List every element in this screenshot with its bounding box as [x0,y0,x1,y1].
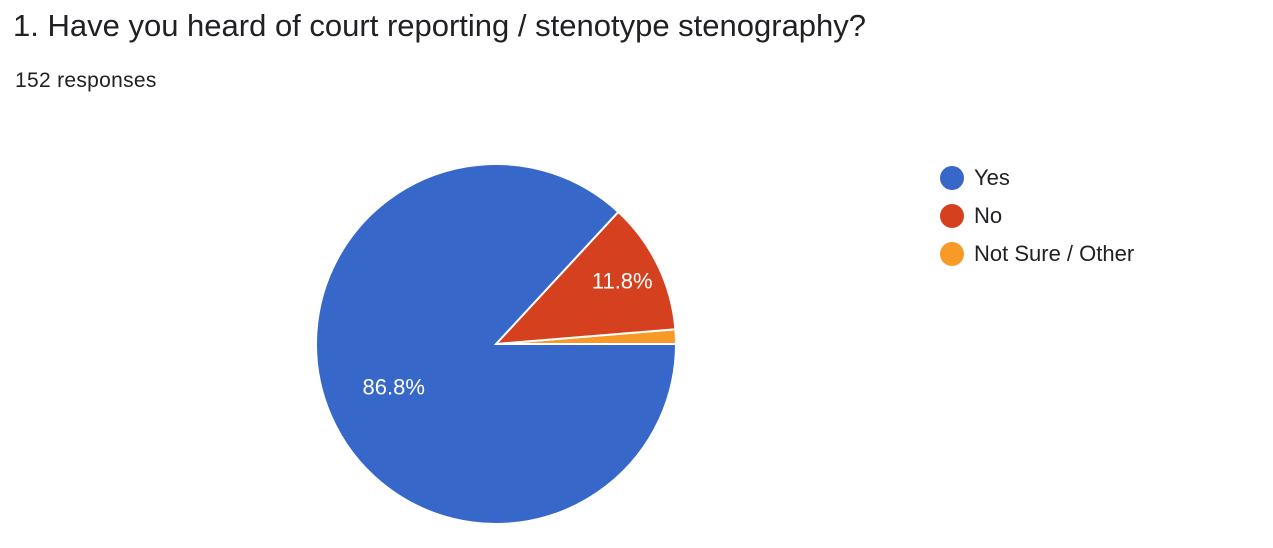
pie-slice-yes[interactable] [315,163,678,525]
question-title: 1. Have you heard of court reporting / s… [13,8,867,43]
legend-item-yes[interactable]: Yes [940,159,1134,197]
data-label-yes: 86.8% [363,374,425,399]
legend-item-not-sure-other[interactable]: Not Sure / Other [940,235,1134,273]
legend-swatch [940,166,964,190]
legend-swatch [940,204,964,228]
response-count: 152 responses [15,69,157,92]
legend-item-no[interactable]: No [940,197,1134,235]
chart-legend: Yes No Not Sure / Other [940,159,1134,273]
data-label-no: 11.8% [592,268,653,293]
legend-swatch [940,242,964,266]
legend-label: Yes [974,165,1010,190]
pie-slice-no[interactable] [493,210,677,346]
legend-label: No [974,203,1003,228]
legend-label: Not Sure / Other [974,241,1135,266]
